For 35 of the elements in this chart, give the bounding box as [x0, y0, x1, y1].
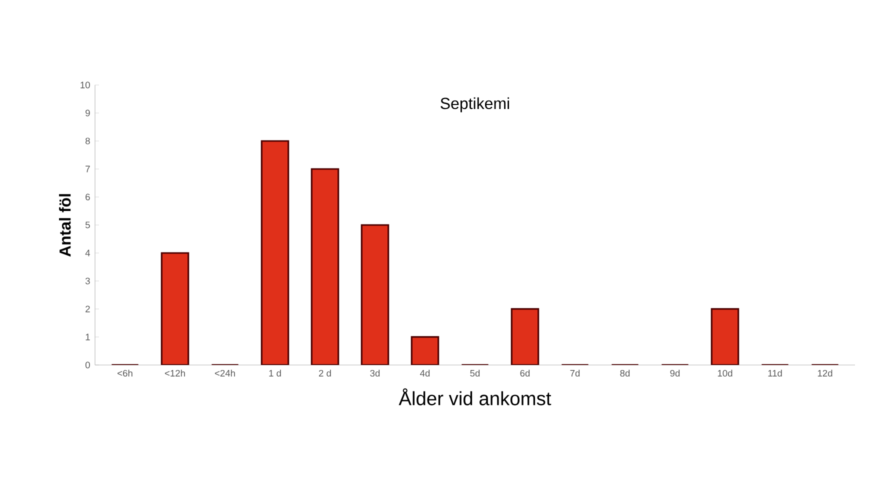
x-axis-title: Ålder vid ankomst	[398, 388, 552, 406]
y-tick-label: 1	[86, 334, 90, 340]
x-tick-label: 3d	[370, 370, 380, 377]
x-tick-label: 10d	[718, 370, 732, 377]
bar	[360, 224, 390, 365]
y-tick-label: 6	[86, 194, 90, 200]
x-tick-label: <24h	[214, 370, 235, 376]
y-axis-title: Antal föl	[59, 194, 71, 257]
x-tick-label: 1 d	[269, 370, 281, 377]
x-tick-label: 12d	[818, 370, 832, 377]
y-tick-label: 2	[86, 306, 90, 312]
x-tick-label: 9d	[670, 370, 680, 377]
bar	[160, 252, 190, 365]
x-tick-label: <12h	[164, 370, 185, 376]
y-tick-label: 10	[80, 82, 90, 88]
y-tick-label: 0	[85, 362, 90, 368]
x-tick-label: 4d	[420, 370, 430, 377]
text: Septikemi	[440, 97, 510, 112]
bar	[310, 168, 340, 365]
x-tick-label: 8d	[620, 370, 630, 377]
y-tick-label: 8	[86, 138, 90, 144]
bar	[260, 140, 290, 365]
x-tick-label: 6d	[520, 370, 530, 377]
x-tick-label: <6h	[118, 370, 132, 377]
bar	[710, 308, 740, 365]
y-tick-label: 5	[85, 222, 90, 228]
y-tick-label: 3	[85, 278, 90, 284]
x-tick-label: 11d	[768, 370, 782, 377]
bar	[510, 308, 540, 365]
y-tick-label: 7	[86, 166, 90, 172]
y-tick-label: 4	[85, 250, 90, 256]
x-tick-label: 5d	[470, 370, 480, 377]
y-tick-label: 9	[86, 110, 90, 116]
x-tick-label: 2 d	[318, 370, 331, 377]
x-tick-label: 7d	[570, 370, 580, 377]
